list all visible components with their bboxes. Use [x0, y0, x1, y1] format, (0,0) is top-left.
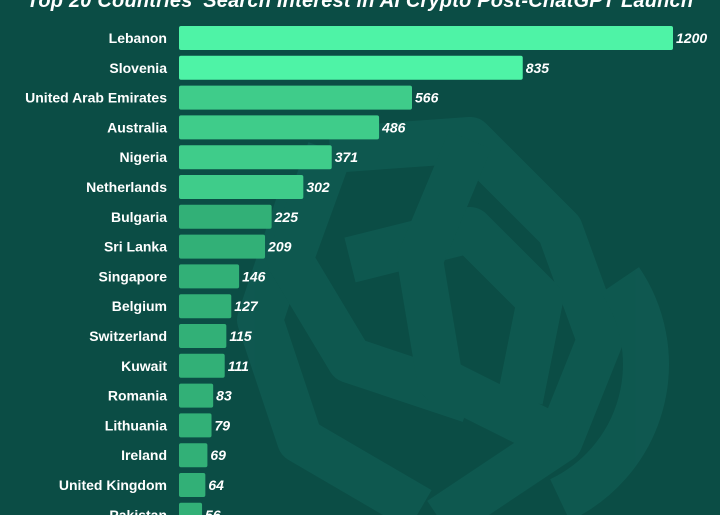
category-label: Nigeria	[120, 149, 168, 165]
bar-netherlands	[179, 175, 304, 199]
category-label: Lithuania	[105, 417, 167, 433]
category-label: Kuwait	[121, 358, 167, 374]
category-label: Australia	[107, 119, 167, 135]
bar-ireland	[179, 443, 208, 468]
category-label: Slovenia	[109, 60, 167, 76]
category-label: Netherlands	[86, 179, 167, 195]
data-label: 486	[381, 119, 406, 135]
bar-switzerland	[179, 324, 227, 348]
category-label: Singapore	[99, 268, 168, 284]
data-label: 371	[335, 149, 359, 165]
bar-united-kingdom	[179, 473, 206, 497]
data-label: 127	[234, 298, 259, 314]
bar-australia	[179, 115, 380, 140]
bar-lebanon	[179, 26, 673, 50]
bar-slovenia	[179, 55, 523, 80]
category-label: Belgium	[112, 298, 167, 314]
category-label: Bulgaria	[111, 209, 167, 225]
category-label: United Arab Emirates	[25, 90, 167, 106]
category-label: Pakistan	[109, 507, 167, 515]
data-label: 64	[208, 477, 224, 493]
bar-nigeria	[179, 145, 332, 170]
data-label: 209	[267, 239, 292, 255]
data-label: 835	[526, 60, 550, 76]
data-label: 69	[210, 447, 226, 463]
category-label: Switzerland	[89, 328, 167, 344]
data-label: 79	[215, 417, 231, 433]
bar-united-arab-emirates	[179, 85, 413, 110]
data-label: 83	[216, 388, 232, 404]
category-label: Lebanon	[109, 30, 167, 46]
bar-pakistan	[179, 502, 203, 515]
category-label: Sri Lanka	[104, 239, 167, 255]
category-label: Ireland	[121, 447, 167, 463]
bar-lithuania	[179, 413, 212, 438]
data-label: 566	[415, 90, 439, 106]
data-label: 56	[205, 507, 221, 515]
data-label: 225	[274, 209, 299, 225]
bar-sri-lanka	[179, 234, 266, 259]
bar-romania	[179, 383, 214, 408]
data-label: 146	[242, 268, 266, 284]
data-label: 115	[229, 328, 252, 344]
category-label: United Kingdom	[59, 477, 167, 493]
chart-title: Top 20 Countries' Search Interest in AI …	[26, 0, 694, 12]
bar-bulgaria	[179, 204, 272, 229]
data-label: 111	[228, 358, 249, 374]
bar-singapore	[179, 264, 240, 289]
bar-kuwait	[179, 353, 225, 378]
data-label: 302	[306, 179, 330, 195]
bar-belgium	[179, 294, 232, 319]
category-label: Romania	[108, 388, 167, 404]
data-label: 1200	[676, 30, 707, 46]
